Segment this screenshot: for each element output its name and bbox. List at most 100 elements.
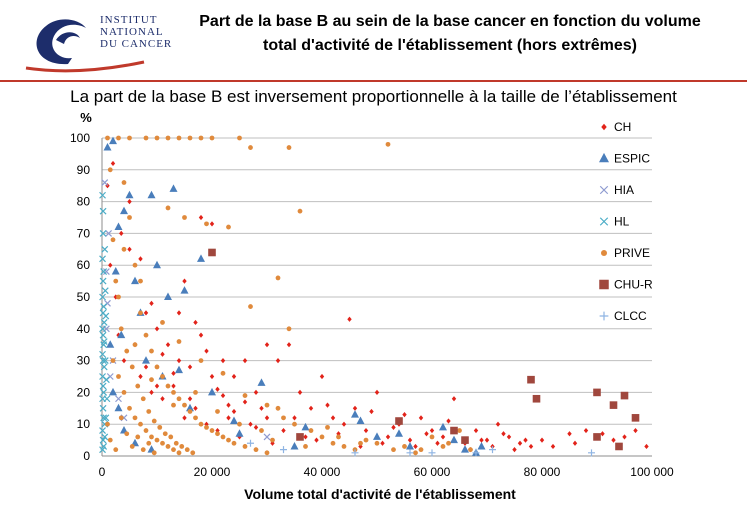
data-point-ch xyxy=(149,300,154,306)
data-point-prive xyxy=(116,294,121,300)
data-point-hl xyxy=(99,191,106,199)
data-point-prive xyxy=(135,383,141,389)
logo-line-3: DU CANCER xyxy=(100,38,173,50)
data-point-hl xyxy=(99,331,107,339)
legend-label: PRIVE xyxy=(614,246,650,260)
data-point-prive xyxy=(226,224,231,230)
data-point-hl xyxy=(100,388,108,396)
data-point-espic xyxy=(439,422,447,431)
y-tick-label: 100 xyxy=(70,131,90,145)
data-point-ch xyxy=(600,431,605,437)
data-point-ch xyxy=(363,427,369,434)
y-tick-label: 10 xyxy=(77,417,91,431)
data-point-prive xyxy=(140,447,146,453)
data-point-chu-r xyxy=(593,388,601,397)
data-point-ch xyxy=(440,434,446,440)
slide-title-line-1: Part de la base B au sein de la base can… xyxy=(199,13,701,30)
data-point-chu-r xyxy=(461,436,469,444)
series-prive xyxy=(105,135,473,456)
legend-item-ch: CH xyxy=(601,120,631,134)
data-point-prive xyxy=(176,339,182,344)
legend-label: CLCC xyxy=(614,309,647,323)
data-point-ch xyxy=(517,440,523,446)
data-point-prive xyxy=(204,221,209,227)
data-point-prive xyxy=(286,145,292,150)
data-point-ch xyxy=(231,373,237,380)
data-point-espic xyxy=(197,254,205,262)
data-point-ch xyxy=(336,431,341,437)
data-point-espic xyxy=(180,286,189,294)
data-point-ch xyxy=(198,214,204,221)
y-tick-label: 50 xyxy=(77,290,91,304)
series-ch xyxy=(105,160,649,453)
data-point-prive xyxy=(160,320,165,325)
data-point-ch xyxy=(391,424,396,430)
data-point-prive xyxy=(154,437,160,443)
data-point-hl xyxy=(101,357,109,365)
data-point-hl xyxy=(103,395,111,403)
data-point-espic xyxy=(120,206,128,215)
data-point-ch xyxy=(644,443,649,450)
data-point-ch xyxy=(407,437,413,443)
data-point-ch xyxy=(292,415,297,421)
data-point-prive xyxy=(143,135,149,141)
data-point-prive xyxy=(124,348,130,354)
data-point-prive xyxy=(171,402,176,408)
data-point-espic xyxy=(125,190,134,199)
data-point-ch xyxy=(270,440,275,446)
data-point-prive xyxy=(242,393,248,398)
y-tick-label: 80 xyxy=(77,195,91,209)
legend-marker-chu-r xyxy=(599,279,609,290)
legend-marker-clcc xyxy=(599,311,609,321)
data-point-hia xyxy=(101,179,109,186)
data-point-ch xyxy=(451,396,457,402)
data-point-prive xyxy=(413,450,418,456)
data-point-prive xyxy=(391,447,396,453)
data-point-prive xyxy=(129,364,135,370)
data-point-ch xyxy=(193,319,198,326)
data-point-chu-r xyxy=(395,417,403,425)
data-point-chu-r xyxy=(620,391,629,400)
data-point-espic xyxy=(301,422,310,431)
data-point-espic xyxy=(230,416,238,425)
data-point-prive xyxy=(149,434,154,440)
data-point-ch xyxy=(160,351,165,357)
data-point-hl xyxy=(102,312,110,320)
data-point-hl xyxy=(102,376,110,384)
data-point-clcc xyxy=(247,439,254,447)
data-point-prive xyxy=(105,421,110,427)
data-point-ch xyxy=(572,440,578,446)
data-point-ch xyxy=(319,373,325,380)
data-point-prive xyxy=(187,409,193,414)
data-point-espic xyxy=(153,260,161,269)
data-point-prive xyxy=(253,447,259,453)
data-point-ch xyxy=(242,399,248,405)
axes: 0 10 20 30 40 50 60 70 80 90 100 0 20 000 40 000 60 00… xyxy=(70,131,674,479)
data-point-ch xyxy=(539,437,545,443)
data-points xyxy=(99,135,649,457)
data-point-ch xyxy=(215,386,220,392)
data-point-prive xyxy=(275,275,281,281)
data-point-ch xyxy=(193,405,198,411)
data-point-ch xyxy=(424,431,429,437)
data-point-prive xyxy=(336,434,341,440)
data-point-prive xyxy=(124,431,130,437)
data-point-prive xyxy=(110,237,116,243)
data-point-prive xyxy=(220,370,226,376)
data-point-prive xyxy=(275,405,281,411)
logo-text: INSTITUT NATIONAL DU CANCER xyxy=(100,14,172,50)
data-point-espic xyxy=(175,365,183,374)
data-point-prive xyxy=(121,246,127,252)
data-point-prive xyxy=(118,415,124,421)
data-point-ch xyxy=(116,332,121,338)
series-hl xyxy=(99,191,111,454)
data-point-prive xyxy=(308,428,314,433)
data-point-ch xyxy=(110,160,116,167)
y-axis-label: % xyxy=(80,110,92,125)
data-point-prive xyxy=(242,444,248,449)
legend: CH ESPIC HIA HL PRIVE CHU-R CLCC xyxy=(599,120,653,323)
data-point-prive xyxy=(182,402,187,408)
data-point-ch xyxy=(187,396,193,402)
x-tick-label: 20 000 xyxy=(194,465,231,479)
data-point-hl xyxy=(100,303,108,310)
